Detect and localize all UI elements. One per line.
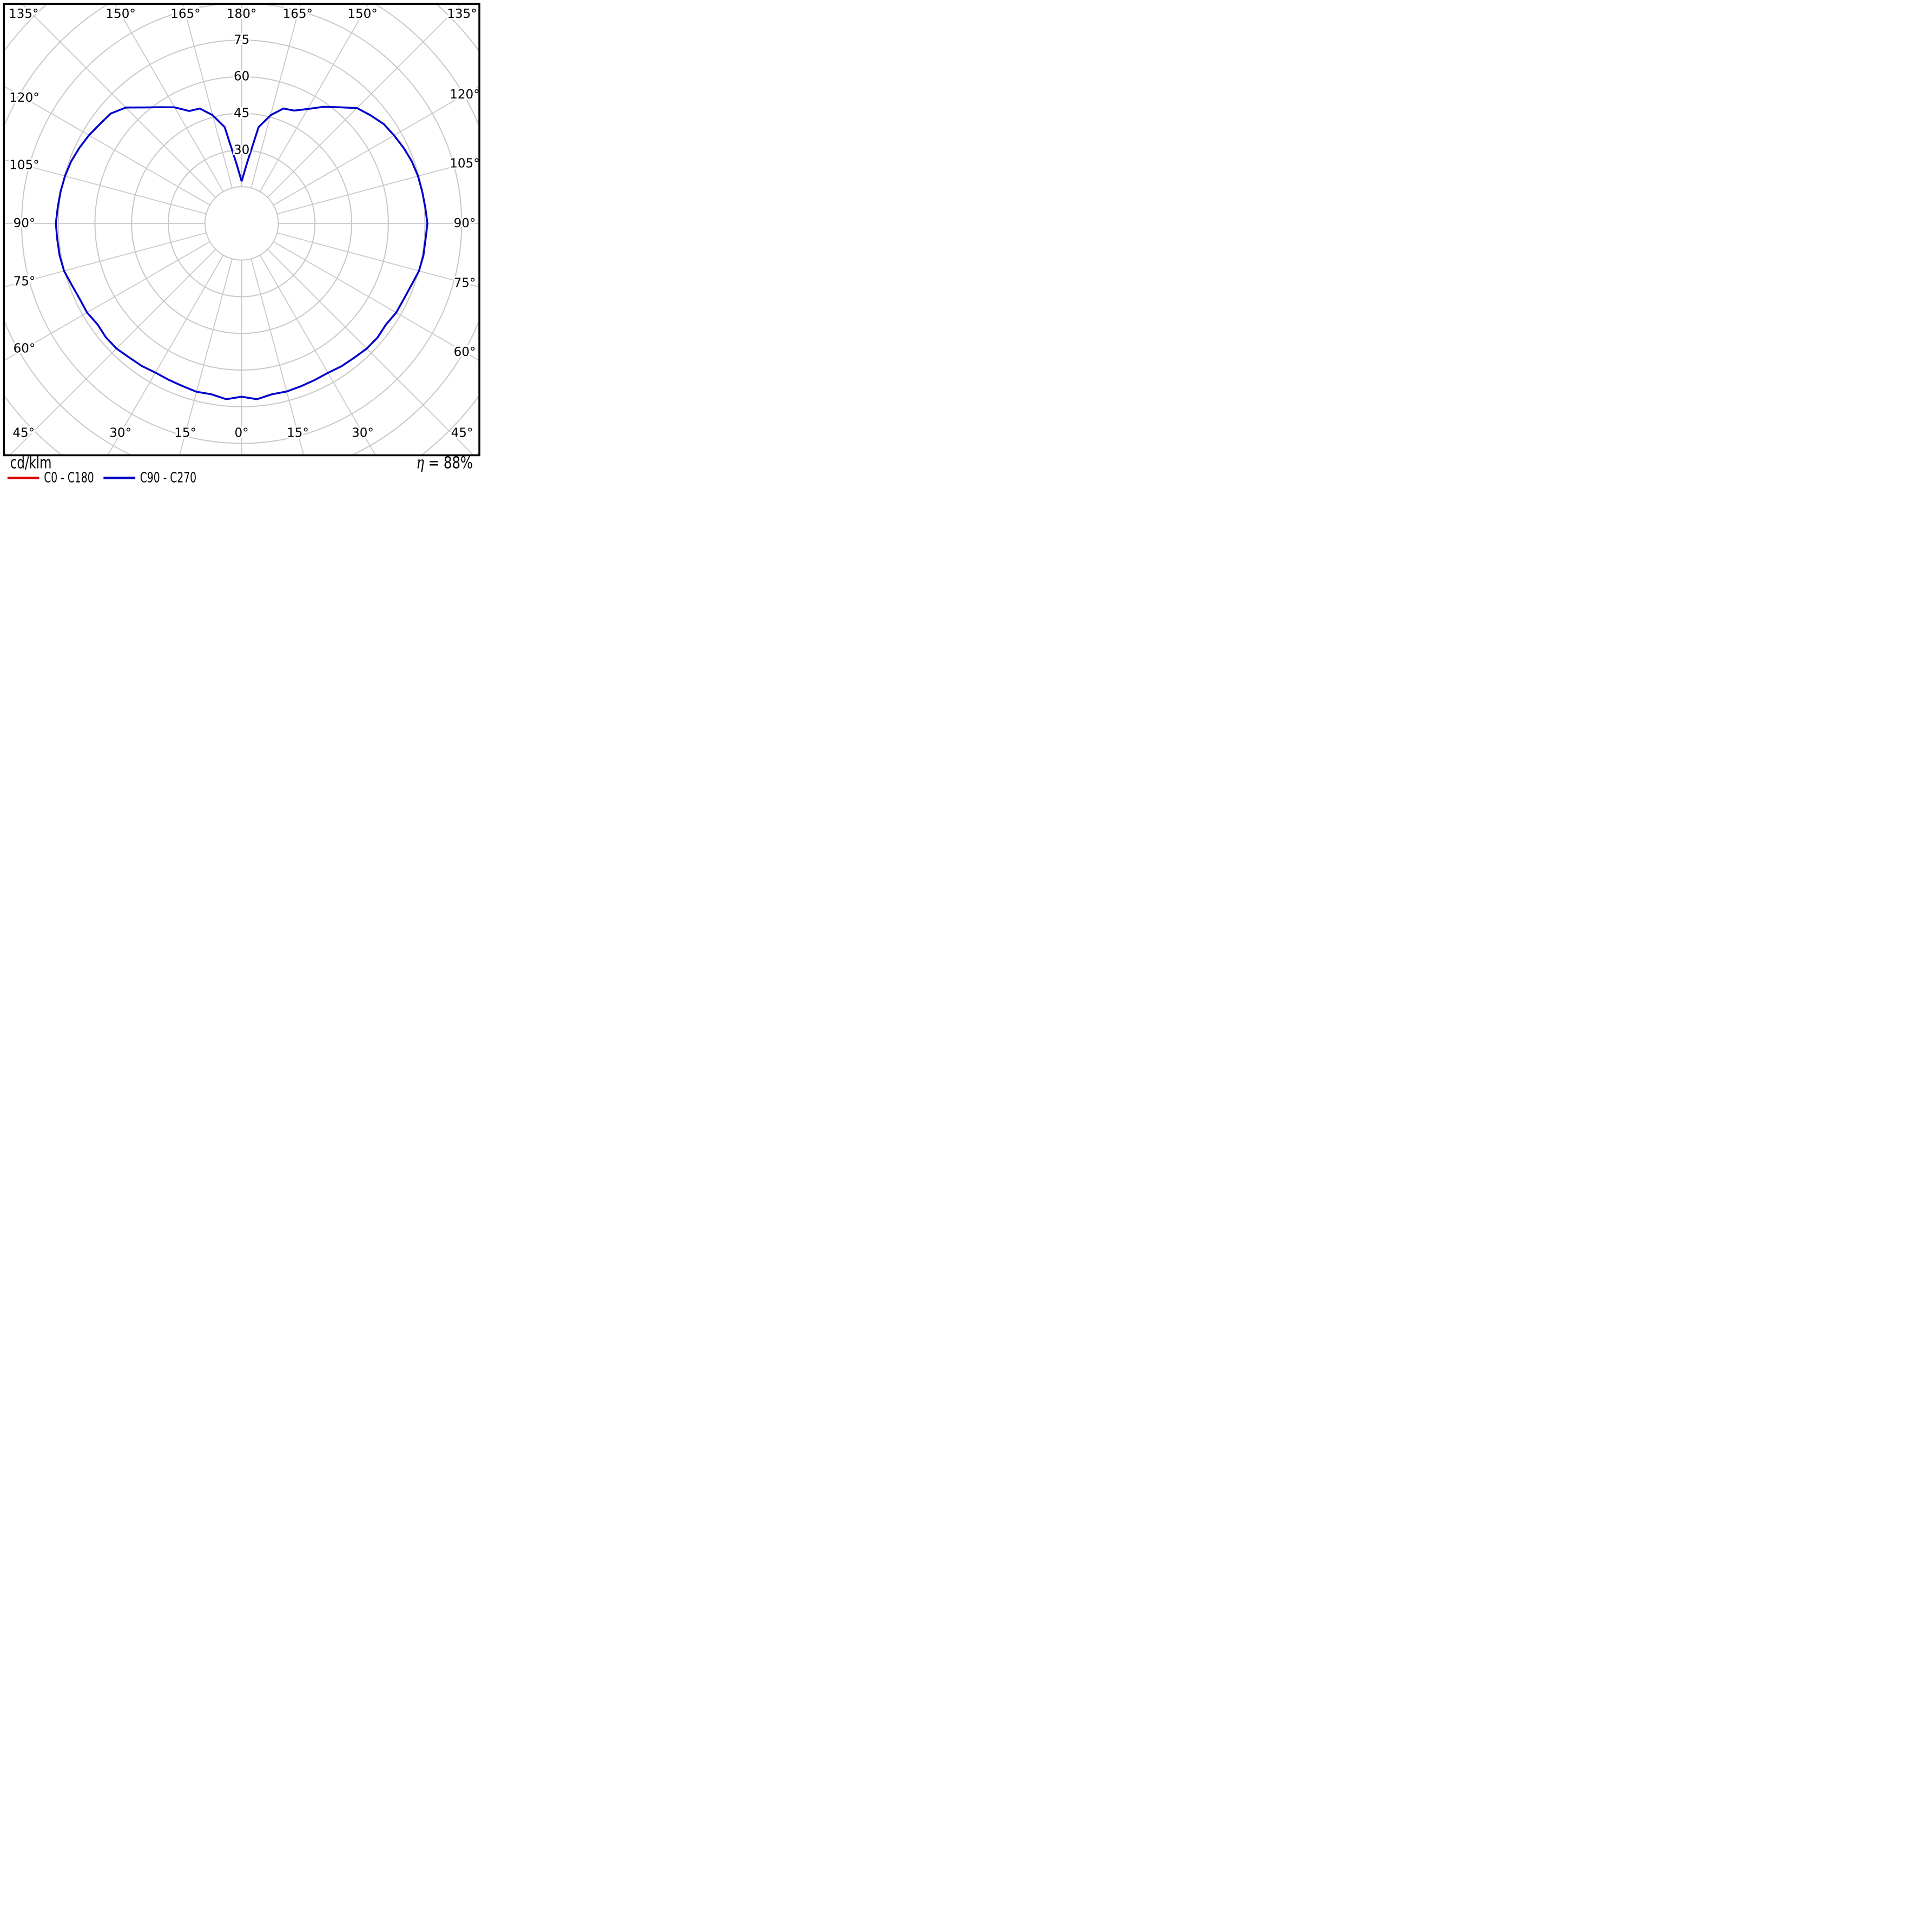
polar-grid-spoke <box>108 255 224 454</box>
legend-label-c0-c180: C0 - C180 <box>44 470 94 483</box>
angle-label: 45° <box>451 426 473 440</box>
angle-label: 105° <box>9 158 39 172</box>
polar-grid-spoke <box>250 259 304 454</box>
legend-label-c90-c270: C90 - C270 <box>140 470 196 483</box>
polar-chart-svg: 30 45 60 75 135° 150° 165° 180° 165° 150° 135° 45°… <box>3 3 482 483</box>
polar-grid-spoke <box>22 5 216 198</box>
angle-label: 135° <box>447 7 477 21</box>
angle-label: 75° <box>454 276 476 290</box>
angle-label: 135° <box>9 7 38 21</box>
polar-grid-spoke <box>273 241 479 361</box>
ring-tick-label: 45 <box>234 107 249 121</box>
polar-grid-spoke <box>10 249 216 454</box>
units-label: cd/klm <box>10 454 52 473</box>
angle-label: 0° <box>235 426 249 440</box>
polar-grid-spoke <box>267 5 461 198</box>
legend: C0 - C180 C90 - C270 <box>7 470 196 483</box>
polar-grid-spoke <box>5 86 210 206</box>
angle-label: 150° <box>347 7 377 21</box>
ring-tick-label: 75 <box>234 33 249 47</box>
angle-label: 15° <box>174 426 196 440</box>
polar-grid-spoke <box>259 5 368 192</box>
angle-label: 120° <box>9 91 39 105</box>
curve-c90-c270 <box>55 105 428 400</box>
polar-grid-spoke <box>273 86 479 206</box>
angle-label: 165° <box>170 7 200 21</box>
polar-grid-spoke <box>5 241 210 361</box>
angle-label: 90° <box>14 216 36 230</box>
polar-grid-spoke <box>276 159 479 215</box>
polar-grid-spoke <box>115 5 224 192</box>
angle-label: 90° <box>454 216 476 230</box>
photometric-polar-diagram: 30 45 60 75 135° 150° 165° 180° 165° 150° 135° 45°… <box>0 0 483 483</box>
angle-label: 150° <box>105 7 135 21</box>
efficiency-label: η = 88% <box>416 453 473 472</box>
ring-tick-label: 30 <box>234 143 249 157</box>
angle-label: 60° <box>454 345 476 359</box>
polar-grid-spoke <box>5 159 207 215</box>
angle-label: 60° <box>14 342 36 356</box>
polar-grid-spoke <box>259 255 376 454</box>
polar-grid-spoke <box>179 259 233 454</box>
angle-label: 15° <box>287 426 309 440</box>
polar-grid <box>5 5 479 454</box>
angle-label: 105° <box>450 156 479 170</box>
radial-tick-labels: 30 45 60 75 <box>232 31 252 159</box>
polar-grid-spoke <box>250 5 301 188</box>
angle-label: 30° <box>109 426 131 440</box>
polar-grid-ring <box>204 186 279 261</box>
angle-label: 75° <box>14 274 36 288</box>
polar-grid-spoke <box>276 232 479 288</box>
plot-frame <box>3 3 480 457</box>
ring-tick-label: 60 <box>234 70 249 84</box>
polar-grid-spoke <box>182 5 233 188</box>
angle-label: 180° <box>227 7 256 21</box>
intensity-curves <box>55 105 428 400</box>
angle-label: 165° <box>283 7 313 21</box>
polar-grid-spoke <box>267 249 473 454</box>
angle-label: 120° <box>450 88 479 102</box>
angle-label: 45° <box>12 426 35 440</box>
polar-grid-spoke <box>5 232 207 288</box>
angle-tick-labels: 135° 150° 165° 180° 165° 150° 135° 45° 30° 15° 0° 1… <box>7 5 482 442</box>
angle-label: 30° <box>352 426 374 440</box>
